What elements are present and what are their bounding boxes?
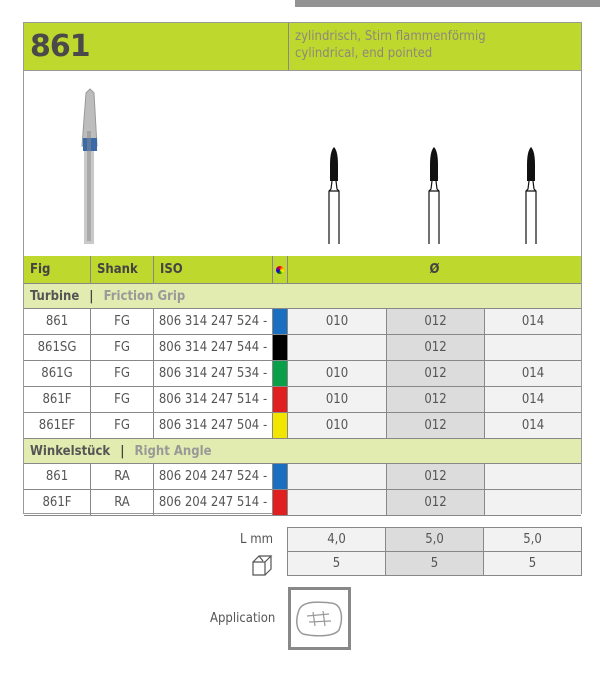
bur-drawing [428,147,440,244]
cell-shank: RA [91,490,154,516]
length-row: 4,0 5,0 5,0 [287,527,582,552]
bur-drawings [81,88,537,244]
product-images [24,71,581,256]
cell-diameter: 010 [288,361,387,387]
col-shank: Shank [91,256,154,284]
tooth-cavity-icon [296,601,343,637]
cell-fig: 861G [24,361,91,387]
pack-row: 5 5 5 [287,551,582,576]
application-box [288,587,351,650]
section-subtitle: Friction Grip [103,288,186,304]
color-code [273,361,288,387]
cell-diameter [485,335,581,361]
product-header: 861 zylindrisch, Stirn flammenförmig cyl… [24,23,581,71]
cell-iso: 806 204 247 514 - [154,490,273,516]
section-header: Winkelstück | Right Angle [24,439,581,464]
section-separator: | [120,443,125,459]
cell-shank: RA [91,464,154,490]
cell-diameter: 014 [485,387,581,413]
cell-diameter: 010 [288,309,387,335]
figure-number: 861 [30,29,91,64]
pack-value: 5 [288,552,386,575]
box-icon [252,555,273,576]
section-separator: | [89,288,94,304]
cell-iso: 806 314 247 504 - [154,413,273,439]
table-row: 861EF FG 806 314 247 504 - 010 012 014 [24,413,581,439]
cell-diameter: 012 [387,335,485,361]
cell-shank: FG [91,361,154,387]
cell-fig: 861 [24,464,91,490]
length-label: L mm [240,532,274,547]
col-diameter: Ø [288,256,581,284]
length-value: 5,0 [386,528,484,551]
bur-drawing [328,147,340,244]
color-code [273,490,288,516]
section-subtitle: Right Angle [134,443,212,459]
cell-iso: 806 314 247 544 - [154,335,273,361]
cell-shank: FG [91,335,154,361]
cell-diameter: 014 [485,361,581,387]
section-header: Turbine | Friction Grip [24,284,581,309]
cell-diameter: 012 [387,387,485,413]
pack-value: 5 [484,552,581,575]
cell-fig: 861F [24,387,91,413]
cell-diameter: 012 [387,361,485,387]
cell-fig: 861F [24,490,91,516]
cell-diameter: 014 [485,309,581,335]
color-wheel-icon [273,256,288,284]
product-card: 861 zylindrisch, Stirn flammenförmig cyl… [23,22,582,516]
section-title: Winkelstück [30,443,111,459]
cell-diameter [288,335,387,361]
cell-diameter [485,490,581,516]
cell-iso: 806 314 247 534 - [154,361,273,387]
table-row: 861 RA 806 204 247 524 - 012 [24,464,581,490]
table-row: 861 FG 806 314 247 524 - 010 012 014 [24,309,581,335]
table-row: 861SG FG 806 314 247 544 - 012 [24,335,581,361]
application-label: Application [210,611,276,626]
length-value: 4,0 [288,528,386,551]
cell-diameter [288,490,387,516]
cell-shank: FG [91,413,154,439]
cell-diameter: 012 [387,490,485,516]
color-code [273,309,288,335]
pack-value: 5 [386,552,484,575]
cell-diameter: 014 [485,413,581,439]
cell-shank: FG [91,387,154,413]
col-fig: Fig [24,256,91,284]
cell-diameter: 010 [288,387,387,413]
cell-diameter: 012 [387,464,485,490]
cell-fig: 861EF [24,413,91,439]
cell-shank: FG [91,309,154,335]
top-bar [295,0,600,7]
cell-fig: 861 [24,309,91,335]
table-header: Fig Shank ISO Ø [24,256,581,284]
cell-iso: 806 314 247 524 - [154,309,273,335]
description-en: cylindrical, end pointed [295,46,433,61]
cell-diameter: 012 [387,309,485,335]
cell-fig: 861SG [24,335,91,361]
cell-diameter [288,464,387,490]
section-title: Turbine [30,288,80,304]
cell-iso: 806 314 247 514 - [154,387,273,413]
description-de: zylindrisch, Stirn flammenförmig [295,29,486,44]
color-code [273,464,288,490]
description: zylindrisch, Stirn flammenförmig cylindr… [288,23,486,70]
length-value: 5,0 [484,528,581,551]
bur-photo [81,88,98,244]
color-code [273,413,288,439]
cell-diameter: 010 [288,413,387,439]
cell-iso: 806 204 247 524 - [154,464,273,490]
cell-diameter: 012 [387,413,485,439]
cell-diameter [485,464,581,490]
col-iso: ISO [154,256,273,284]
bur-drawing [525,147,537,244]
color-code [273,335,288,361]
color-code [273,387,288,413]
table-row: 861F FG 806 314 247 514 - 010 012 014 [24,387,581,413]
table-row: 861G FG 806 314 247 534 - 010 012 014 [24,361,581,387]
table-row: 861F RA 806 204 247 514 - 012 [24,490,581,516]
